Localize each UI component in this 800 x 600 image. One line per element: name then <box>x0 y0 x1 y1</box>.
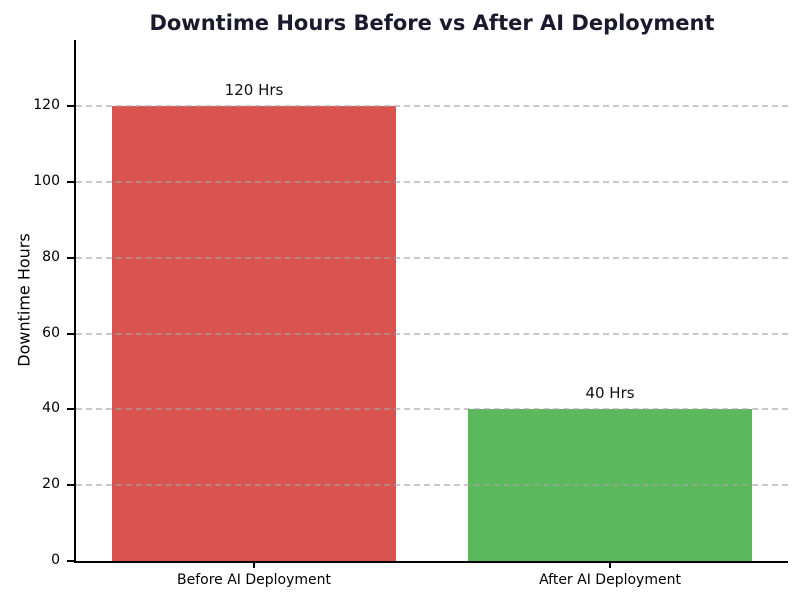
x-axis-line <box>74 561 788 563</box>
y-tick-label: 100 <box>33 173 60 190</box>
y-tick-mark <box>67 332 75 335</box>
gridline <box>76 484 788 487</box>
x-tick-mark <box>609 563 611 568</box>
y-axis-line <box>74 40 76 563</box>
y-tick-label: 0 <box>51 552 60 568</box>
gridline <box>76 105 788 108</box>
chart-title: Downtime Hours Before vs After AI Deploy… <box>149 11 715 35</box>
x-tick-label: After AI Deployment <box>539 572 681 588</box>
gridline <box>76 256 788 259</box>
y-tick-mark <box>67 484 75 487</box>
y-tick-label: 40 <box>42 400 60 417</box>
bar-value-label: 40 Hrs <box>585 384 635 403</box>
gridline <box>76 408 788 411</box>
y-tick-mark <box>67 256 75 259</box>
plot-area: 0 20 40 60 80 100 120 120 Hrs Before AI Deployme… <box>33 40 788 588</box>
y-tick-label: 20 <box>42 476 60 493</box>
y-tick-mark <box>67 181 75 184</box>
x-tick-label: Before AI Deployment <box>176 572 332 588</box>
gridline <box>76 332 788 335</box>
y-tick-mark <box>67 408 75 411</box>
y-tick-mark <box>67 105 75 108</box>
bar-value-label: 120 Hrs <box>224 81 284 100</box>
y-tick-label: 60 <box>42 324 60 341</box>
x-tick-mark <box>253 563 255 568</box>
y-tick-mark <box>67 560 75 562</box>
y-tick-label: 120 <box>33 97 60 114</box>
y-tick-label: 80 <box>42 248 60 265</box>
gridline <box>76 181 788 184</box>
